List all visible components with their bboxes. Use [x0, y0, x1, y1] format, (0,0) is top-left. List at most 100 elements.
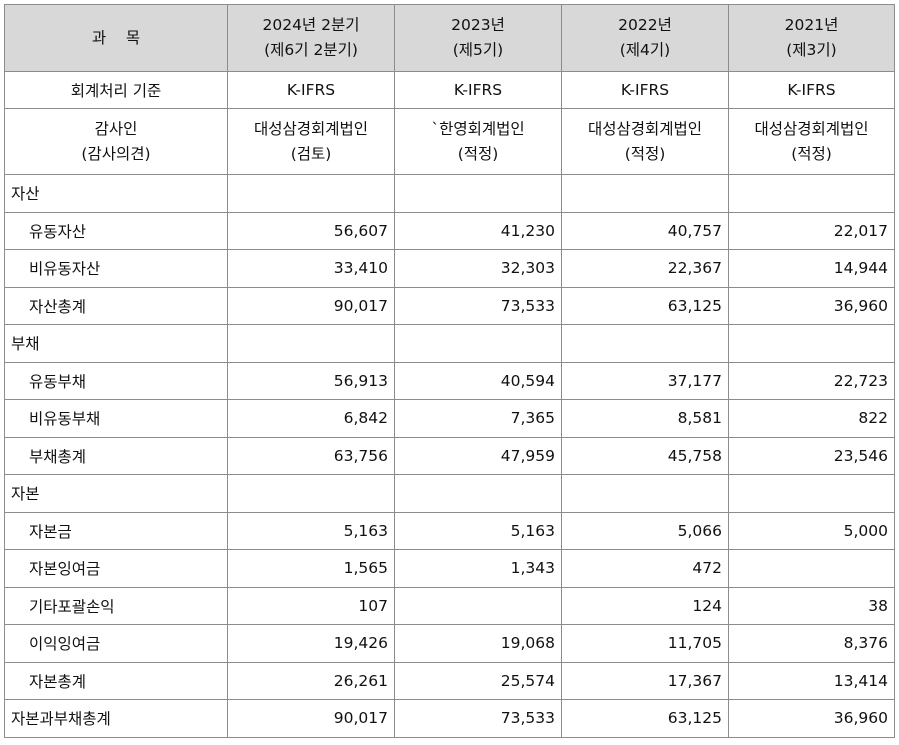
table-row: 기타포괄손익 107 124 38: [4, 586, 895, 625]
row-label: 비유동부채: [4, 399, 228, 438]
row-label: 부채: [4, 324, 228, 363]
value-cell: [561, 174, 729, 213]
auditor-label-line: 감사인: [94, 119, 138, 138]
auditor-row: 감사인 (감사의견) 대성삼경회계법인 (검토) `한영회계법인 (적정) 대성…: [4, 108, 895, 175]
value-cell: [227, 324, 395, 363]
value-cell: 25,574: [394, 661, 562, 700]
value-cell: 33,410: [227, 249, 395, 288]
table-row: 이익잉여금 19,426 19,068 11,705 8,376: [4, 624, 895, 663]
auditor-name: 대성삼경회계법인: [754, 119, 869, 138]
value-cell: [728, 474, 895, 513]
auditor-cell: 대성삼경회계법인 (적정): [561, 108, 729, 175]
row-label: 이익잉여금: [4, 624, 228, 663]
value-cell: 5,066: [561, 511, 729, 550]
value-cell: 1,343: [394, 549, 562, 588]
value-cell: 40,757: [561, 211, 729, 250]
auditor-cell: 대성삼경회계법인 (검토): [227, 108, 395, 175]
table-row: 유동자산 56,607 41,230 40,757 22,017: [4, 211, 895, 250]
accounting-standard-row: 회계처리 기준 K-IFRS K-IFRS K-IFRS K-IFRS: [4, 71, 895, 109]
value-cell: 5,000: [728, 511, 895, 550]
value-cell: 45,758: [561, 436, 729, 475]
table-row: 자산: [4, 174, 895, 213]
row-label: 기타포괄손익: [4, 586, 228, 625]
period-header: 2023년 (제5기): [394, 4, 562, 72]
period-term: (제3기): [786, 41, 837, 59]
value-cell: 56,913: [227, 361, 395, 400]
period-year: 2024년 2분기: [262, 16, 360, 34]
row-label: 유동자산: [4, 211, 228, 250]
period-year: 2023년: [451, 16, 505, 34]
value-cell: 73,533: [394, 699, 562, 738]
header-row: 과 목 2024년 2분기 (제6기 2분기) 2023년 (제5기) 2022…: [4, 4, 895, 72]
period-header: 2022년 (제4기): [561, 4, 729, 72]
value-cell: 41,230: [394, 211, 562, 250]
value-cell: 6,842: [227, 399, 395, 438]
value-cell: 90,017: [227, 699, 395, 738]
auditor-name: `한영회계법인: [431, 119, 525, 138]
table-row: 비유동부채 6,842 7,365 8,581 822: [4, 399, 895, 438]
value-cell: 22,723: [728, 361, 895, 400]
audit-opinion: (적정): [791, 144, 832, 163]
auditor-cell: 대성삼경회계법인 (적정): [728, 108, 895, 175]
value-cell: 37,177: [561, 361, 729, 400]
row-label: 자산총계: [4, 286, 228, 325]
table-row: 자본: [4, 474, 895, 513]
table-row: 부채총계 63,756 47,959 45,758 23,546: [4, 436, 895, 475]
value-cell: [728, 549, 895, 588]
table-row: 자본총계 26,261 25,574 17,367 13,414: [4, 661, 895, 700]
value-cell: 1,565: [227, 549, 395, 588]
value-cell: 63,756: [227, 436, 395, 475]
value-cell: [394, 174, 562, 213]
value-cell: 13,414: [728, 661, 895, 700]
value-cell: 36,960: [728, 286, 895, 325]
value-cell: [561, 474, 729, 513]
audit-opinion: (적정): [624, 144, 666, 163]
value-cell: 90,017: [227, 286, 395, 325]
row-label: 유동부채: [4, 361, 228, 400]
table-row: 자본과부채총계 90,017 73,533 63,125 36,960: [4, 699, 895, 738]
table-row: 자산총계 90,017 73,533 63,125 36,960: [4, 286, 895, 325]
row-label: 자본잉여금: [4, 549, 228, 588]
value-cell: 8,581: [561, 399, 729, 438]
accounting-standard-value: K-IFRS: [394, 71, 562, 109]
period-year: 2021년: [784, 16, 839, 34]
value-cell: [227, 174, 395, 213]
auditor-name: 대성삼경회계법인: [587, 119, 703, 138]
auditor-label: 감사인 (감사의견): [4, 108, 228, 175]
value-cell: 38: [728, 586, 895, 625]
value-cell: 5,163: [227, 511, 395, 550]
period-header: 2024년 2분기 (제6기 2분기): [227, 4, 395, 72]
value-cell: [394, 474, 562, 513]
value-cell: 14,944: [728, 249, 895, 288]
value-cell: 107: [227, 586, 395, 625]
row-label: 자본금: [4, 511, 228, 550]
value-cell: 19,426: [227, 624, 395, 663]
row-label: 자산: [4, 174, 228, 213]
accounting-standard-value: K-IFRS: [227, 71, 395, 109]
period-term: (제5기): [452, 41, 504, 59]
row-label: 자본과부채총계: [4, 699, 228, 738]
value-cell: [728, 174, 895, 213]
table-row: 자본금 5,163 5,163 5,066 5,000: [4, 511, 895, 550]
value-cell: 63,125: [561, 699, 729, 738]
value-cell: 17,367: [561, 661, 729, 700]
period-header: 2021년 (제3기): [728, 4, 895, 72]
value-cell: 63,125: [561, 286, 729, 325]
value-cell: 23,546: [728, 436, 895, 475]
period-term: (제4기): [619, 41, 671, 59]
table-row: 유동부채 56,913 40,594 37,177 22,723: [4, 361, 895, 400]
value-cell: 8,376: [728, 624, 895, 663]
auditor-name: 대성삼경회계법인: [253, 119, 369, 138]
value-cell: [394, 324, 562, 363]
accounting-standard-label: 회계처리 기준: [4, 71, 228, 109]
auditor-cell: `한영회계법인 (적정): [394, 108, 562, 175]
value-cell: 32,303: [394, 249, 562, 288]
audit-opinion-label-line: (감사의견): [81, 144, 151, 163]
value-cell: 26,261: [227, 661, 395, 700]
value-cell: 22,017: [728, 211, 895, 250]
table-row: 부채: [4, 324, 895, 363]
audit-opinion: (검토): [290, 144, 332, 163]
value-cell: 19,068: [394, 624, 562, 663]
value-cell: [227, 474, 395, 513]
row-label: 자본총계: [4, 661, 228, 700]
